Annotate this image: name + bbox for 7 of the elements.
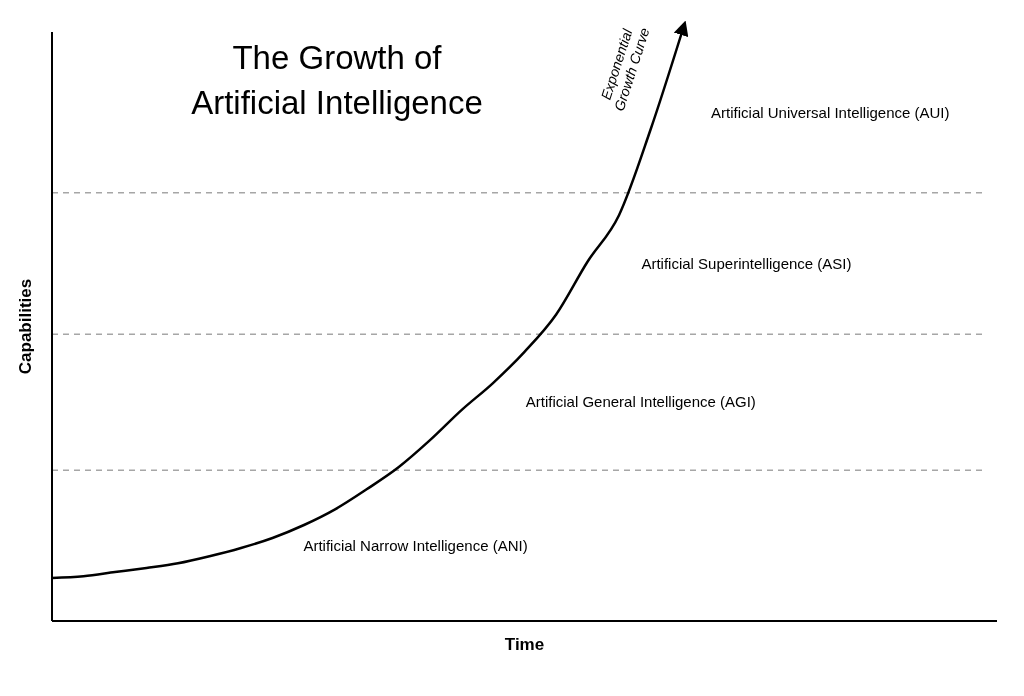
annotation: Artificial General Intelligence (AGI) — [525, 393, 756, 411]
annotation: Artificial Superintelligence (ASI) — [641, 254, 852, 272]
x-axis-title: Time — [504, 635, 545, 654]
text: The Growth of Artificial Intelligence — [191, 39, 483, 121]
y-axis-title: Capabilities — [16, 278, 35, 375]
annotation: Artificial Narrow Intelligence (ANI) — [303, 536, 528, 554]
annotation: Artificial Universal Intelligence (AUI) — [711, 103, 950, 121]
